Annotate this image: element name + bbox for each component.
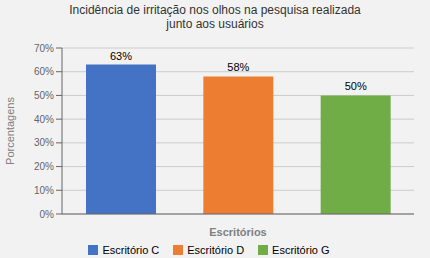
svg-text:63%: 63%: [110, 50, 132, 62]
svg-text:Escritórios: Escritórios: [209, 226, 266, 238]
svg-text:30%: 30%: [34, 137, 54, 148]
svg-text:58%: 58%: [227, 61, 249, 73]
svg-text:10%: 10%: [34, 185, 54, 196]
svg-text:Porcentagens: Porcentagens: [8, 97, 16, 165]
html-text:Escritório C: Escritório C: [102, 244, 160, 256]
html-text:Incidência de irritação nos ol: Incidência de irritação nos olhos na pes…: [69, 3, 361, 31]
svg-text:40%: 40%: [34, 114, 54, 125]
svg-text:0%: 0%: [40, 209, 55, 220]
html-text:Escritório D: Escritório D: [187, 244, 245, 256]
svg-text:20%: 20%: [34, 161, 54, 172]
svg-text:70%: 70%: [34, 43, 54, 54]
svg-text:50%: 50%: [34, 90, 54, 101]
svg-text:60%: 60%: [34, 66, 54, 77]
html-text:Escritório G: Escritório G: [272, 244, 330, 256]
svg-text:50%: 50%: [345, 80, 367, 92]
